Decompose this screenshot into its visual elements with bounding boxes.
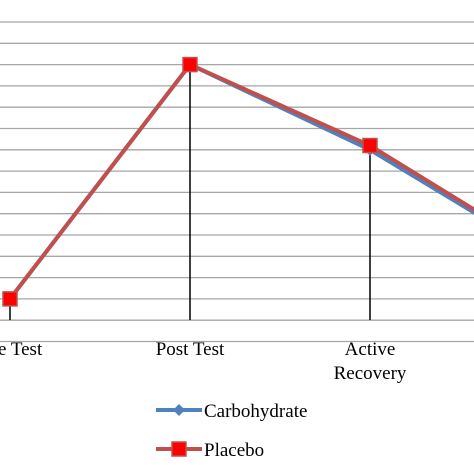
legend: Carbohydrate Placebo [156,401,307,461]
data-point-placebo [362,137,378,154]
data-point-placebo [182,56,198,73]
x-tick-label: Active Recovery [334,339,407,384]
series-group [2,56,474,307]
legend-label: Placebo [204,440,264,461]
legend-label: Carbohydrate [204,401,307,422]
legend-swatch-marker [173,404,185,416]
legend-swatch-marker [171,441,187,457]
x-tick-label: Post Test [156,339,225,360]
gridlines [0,21,474,343]
data-point-placebo [2,291,18,307]
x-axis-labels: e Test Post Test Active Recovery [0,339,407,384]
series-line-placebo [8,62,474,301]
x-tick-label: e Test [0,339,43,360]
series-line-carbohydrate [8,62,474,301]
